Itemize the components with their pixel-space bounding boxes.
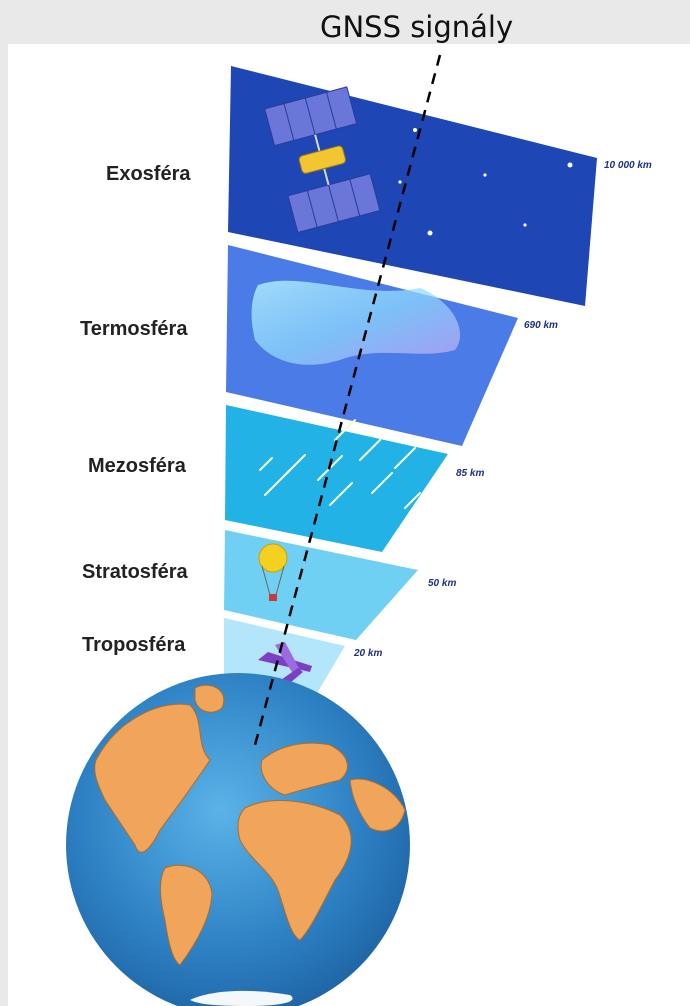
layer-label-thermosphere: Termosféra bbox=[80, 318, 188, 340]
balloon-icon bbox=[258, 543, 288, 601]
gnss-signal-title: GNSS signály bbox=[320, 10, 514, 44]
layer-label-mesosphere: Mezosféra bbox=[88, 455, 186, 477]
layer-label-exosphere: Exosféra bbox=[106, 163, 191, 185]
altitude-label-exosphere: 10 000 km bbox=[604, 160, 652, 171]
layer-label-troposphere: Troposféra bbox=[82, 634, 186, 656]
altitude-label-mesosphere: 85 km bbox=[456, 468, 485, 479]
altitude-label-troposphere: 20 km bbox=[354, 648, 383, 659]
aurora bbox=[251, 280, 461, 365]
altitude-label-thermosphere: 690 km bbox=[524, 320, 558, 331]
layer-label-stratosphere: Stratosféra bbox=[82, 561, 188, 583]
satellite-icon bbox=[264, 86, 381, 234]
thermosphere-layer bbox=[226, 245, 518, 446]
altitude-label-stratosphere: 50 km bbox=[428, 578, 457, 589]
stratosphere-layer bbox=[224, 530, 418, 640]
stars bbox=[398, 122, 573, 236]
gnss-signal-line bbox=[253, 54, 442, 746]
earth-globe bbox=[66, 673, 410, 1006]
meteors bbox=[259, 419, 421, 509]
mesosphere-layer bbox=[225, 405, 448, 552]
